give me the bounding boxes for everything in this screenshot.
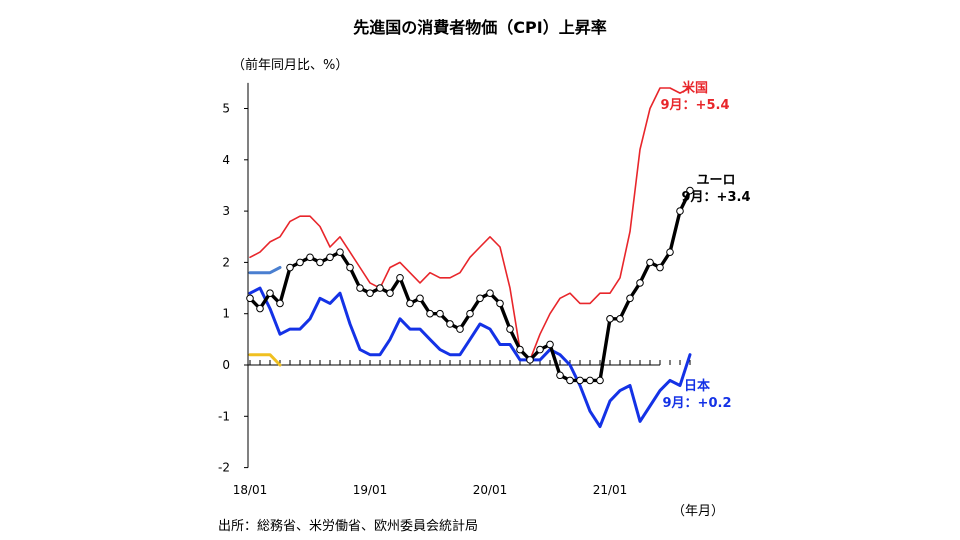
euro-point [266,289,274,297]
euro-point [306,253,314,262]
euro-annotation: ユーロ 9月：+3.4 [678,172,754,206]
y-tick-label: 3 [222,204,230,218]
euro-point [426,309,434,318]
euro-point [316,258,324,267]
euro-point [506,325,514,333]
euro-point [516,345,524,354]
euro-series-line [248,188,692,383]
euro-point [686,186,694,195]
us-series-line [249,87,691,361]
euro-point [446,320,454,328]
us-value-label: 9月：+5.4 [660,98,730,113]
euro-point [286,263,294,272]
euro-point [616,315,624,323]
euro-point [386,289,394,297]
y-tick-label: 1 [222,307,230,321]
euro-point [566,376,574,385]
euro-point [256,304,264,313]
euro-point [356,284,364,292]
euro-point [536,345,544,354]
euro-point [666,248,674,256]
euro-point [296,258,304,267]
japan-value-label: 9月：+0.2 [662,396,732,411]
us-label: 米国 [681,81,708,96]
x-tick-label: 19/01 [353,483,388,497]
source-note: 出所：総務省、米労働省、欧州委員会統計局 [218,519,479,534]
series-lines [246,87,694,429]
us-annotation: 米国 9月：+5.4 [658,80,732,114]
x-tick-label: 20/01 [473,483,508,497]
y-tick-label: 4 [222,153,230,167]
euro-point [376,284,384,292]
euro-point [556,371,564,380]
euro-point [586,376,594,385]
y-tick-label: -2 [218,461,230,475]
x-tick-label: 18/01 [233,483,268,497]
y-tick-label: 0 [222,358,230,372]
japan-series-line [248,286,692,429]
euro-point [496,299,504,308]
euro-point [246,294,254,303]
euro-point [346,263,354,272]
axes: -2 -1 0 1 2 3 4 5 18/01 19/01 20/01 21/01 [218,82,691,497]
euro-point [596,376,604,385]
euro-point [366,289,374,297]
euro-point [276,299,284,308]
y-tick-label: 2 [222,255,230,269]
euro-point [486,289,494,297]
japan_prev-series-line [248,353,282,367]
euro-point [636,279,644,287]
euro-point [626,294,634,303]
euro-point [646,258,654,267]
euro-point [336,248,344,256]
y-axis-unit-label: （前年同月比、%） [232,58,349,73]
euro-point [546,340,554,349]
euro-point [476,294,484,303]
euro-value-label: 9月：+3.4 [681,190,751,205]
chart-title: 先進国の消費者物価（CPI）上昇率 [353,18,607,37]
y-tick-label: 5 [222,102,230,116]
euro-point [406,299,414,308]
euro-point [606,315,614,323]
japan-annotation: 日本 9月：+0.2 [660,378,734,412]
euro-point [396,273,404,282]
euro-point [416,294,424,303]
euro-label: ユーロ [696,173,736,188]
euro-point [656,263,664,272]
euro-point [456,325,464,333]
euro-point [326,253,334,262]
euro-point [526,356,534,364]
japan-label: 日本 [683,379,710,394]
x-axis-unit-label: （年月） [672,504,725,519]
euro_prev-series-line [248,266,282,275]
euro-point [576,376,584,385]
y-tick-label: -1 [218,409,230,423]
euro-point [436,309,444,318]
euro-point [676,207,684,215]
x-tick-label: 21/01 [593,483,628,497]
euro-point [466,309,474,318]
